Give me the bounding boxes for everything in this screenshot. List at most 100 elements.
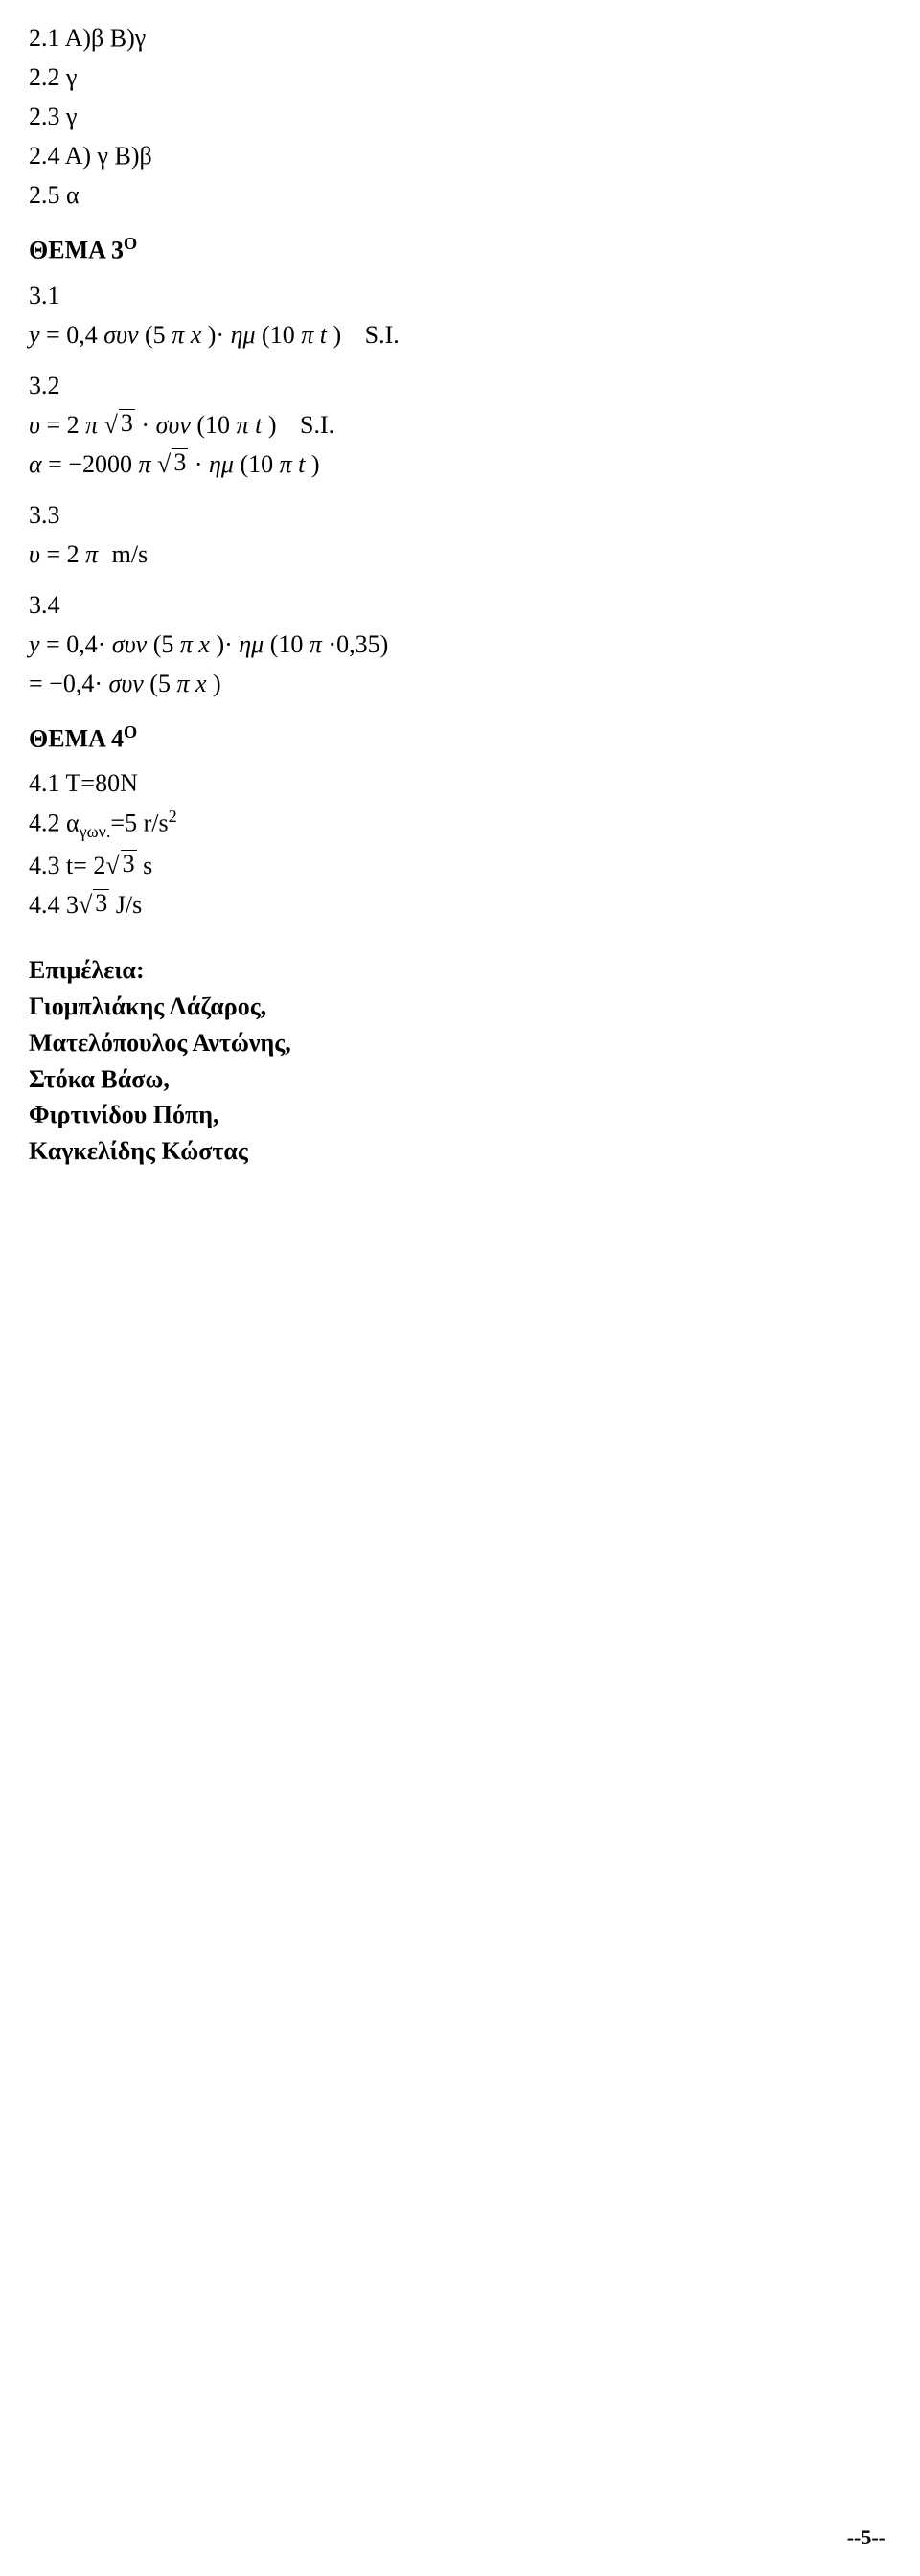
eq34b-a: −0,4· xyxy=(49,670,103,697)
ans43-prefix: 4.3 t= xyxy=(29,852,93,879)
eq32b-hm: ημ xyxy=(209,450,234,478)
eq34a-a: 0,4· xyxy=(66,630,105,658)
eq31-x: x xyxy=(191,321,202,349)
eq32a-lhs: υ xyxy=(29,411,40,439)
eq32a-syn: συν xyxy=(156,411,191,439)
eq31-a: 0,4 xyxy=(66,321,98,349)
eq34a-d: (10 xyxy=(270,630,304,658)
eq34a-c: )· xyxy=(216,630,232,658)
eq32b-lhs: α xyxy=(29,450,42,478)
eq34b-b: (5 xyxy=(150,670,171,697)
eq34a-e: ·0,35) xyxy=(328,630,388,658)
ans42-prefix: 4.2 α xyxy=(29,809,80,837)
ans44-prefix: 4.4 xyxy=(29,891,66,919)
eq32a-si: S.I. xyxy=(300,411,334,439)
credits-line-1: Γιομπλιάκης Λάζαρος, xyxy=(29,989,891,1025)
theme-4-heading: ΘΕΜΑ 4Ο xyxy=(29,719,891,758)
equation-3-3: υ = 2 π m/s xyxy=(29,536,891,573)
answer-2-1: 2.1 Α)β Β)γ xyxy=(29,19,891,57)
credits-line-3: Στόκα Βάσω, xyxy=(29,1061,891,1098)
section-3-1-label: 3.1 xyxy=(29,277,891,314)
ans44-three: 3 xyxy=(66,891,79,919)
ans42-sup: 2 xyxy=(169,807,177,826)
page-number: --5-- xyxy=(847,2521,886,2553)
eq32a-open: (10 xyxy=(196,411,230,439)
eq31-d: )· xyxy=(208,321,224,349)
answer-4-4: 4.4 3√3 J/s xyxy=(29,886,891,923)
eq32a-pi: π xyxy=(85,411,98,439)
section-3-4-label: 3.4 xyxy=(29,586,891,624)
eq31-pi: π xyxy=(172,321,184,349)
theme-3-heading-text: ΘΕΜΑ 3 xyxy=(29,237,124,264)
credits-heading: Επιμέλεια: xyxy=(29,952,891,989)
equation-3-4a: y = 0,4· συν (5 π x )· ημ (10 π ·0,35) xyxy=(29,626,891,663)
eq31-eq: = xyxy=(46,321,66,349)
eq32b-root: 3 xyxy=(172,448,188,483)
eq31-pi2: π xyxy=(301,321,313,349)
answer-2-3: 2.3 γ xyxy=(29,98,891,135)
eq33-lhs: υ xyxy=(29,540,40,568)
eq32b-close: ) xyxy=(311,450,320,478)
eq34b-x: x xyxy=(196,670,207,697)
ans43-unit: s xyxy=(137,852,153,879)
eq31-syn: συν xyxy=(104,321,138,349)
equation-3-1: y = 0,4 συν (5 π x )· ημ (10 π t ) S.I. xyxy=(29,316,891,353)
eq32b-pi2: π xyxy=(280,450,292,478)
eq34a-b: (5 xyxy=(153,630,174,658)
eq34b-pi: π xyxy=(176,670,189,697)
answer-4-1: 4.1 Τ=80Ν xyxy=(29,764,891,802)
eq31-lhs: y xyxy=(29,321,40,349)
ans43-two: 2 xyxy=(93,852,105,879)
eq34a-eq: = xyxy=(46,630,66,658)
eq31-t: t xyxy=(320,321,327,349)
eq33-unit: m/s xyxy=(112,540,149,568)
eq32a-two: 2 xyxy=(67,411,80,439)
eq32a-eq: = xyxy=(46,411,66,439)
ans44-unit: J/s xyxy=(109,891,142,919)
eq32b-t: t xyxy=(298,450,305,478)
eq32b-neg: −2000 xyxy=(68,450,132,478)
eq32a-t: t xyxy=(255,411,262,439)
equation-3-4b: = −0,4· συν (5 π x ) xyxy=(29,665,891,702)
answer-4-3: 4.3 t= 2√3 s xyxy=(29,847,891,884)
eq32b-pi: π xyxy=(139,450,151,478)
eq32a-pi2: π xyxy=(237,411,249,439)
eq32a-dot: · xyxy=(141,411,150,439)
answer-2-4: 2.4 Α) γ Β)β xyxy=(29,137,891,174)
eq33-eq: = xyxy=(46,540,66,568)
theme-4-heading-sup: Ο xyxy=(124,722,137,741)
credits-block: Επιμέλεια: Γιομπλιάκης Λάζαρος, Ματελόπο… xyxy=(29,952,891,1169)
eq34b-c: ) xyxy=(213,670,221,697)
eq34b-eq: = xyxy=(29,670,49,697)
section-3-2-label: 3.2 xyxy=(29,367,891,404)
eq33-two: 2 xyxy=(67,540,80,568)
eq32a-sqrt: √3 xyxy=(104,406,135,444)
eq32a-close: ) xyxy=(268,411,277,439)
ans42-rest: =5 r/s xyxy=(110,809,168,837)
equation-3-2b: α = −2000 π √3 · ημ (10 π t ) xyxy=(29,445,891,483)
equation-3-2a: υ = 2 π √3 · συν (10 π t ) S.I. xyxy=(29,406,891,444)
answer-4-2: 4.2 αγων.=5 r/s2 xyxy=(29,804,891,845)
eq31-hm: ημ xyxy=(231,321,256,349)
eq32b-eq: = xyxy=(48,450,68,478)
eq34a-x: x xyxy=(198,630,210,658)
answer-2-5: 2.5 α xyxy=(29,176,891,214)
eq34a-syn: συν xyxy=(112,630,147,658)
ans44-sqrt: √3 xyxy=(79,886,109,923)
eq31-f: (10 xyxy=(262,321,295,349)
eq31-si: S.I. xyxy=(365,321,400,349)
eq32b-dot: · xyxy=(195,450,203,478)
theme-3-heading-sup: Ο xyxy=(124,234,137,253)
eq34a-hm: ημ xyxy=(239,630,264,658)
credits-line-5: Καγκελίδης Κώστας xyxy=(29,1133,891,1170)
eq31-c: (5 xyxy=(145,321,166,349)
eq33-pi: π xyxy=(85,540,98,568)
section-3-3-label: 3.3 xyxy=(29,496,891,534)
theme-4-heading-text: ΘΕΜΑ 4 xyxy=(29,724,124,752)
eq34a-lhs: y xyxy=(29,630,40,658)
eq32b-sqrt: √3 xyxy=(157,445,188,483)
answer-2-2: 2.2 γ xyxy=(29,58,891,96)
credits-line-2: Ματελόπουλος Αντώνης, xyxy=(29,1025,891,1061)
theme-3-heading: ΘΕΜΑ 3Ο xyxy=(29,231,891,269)
eq32a-root: 3 xyxy=(119,409,135,444)
